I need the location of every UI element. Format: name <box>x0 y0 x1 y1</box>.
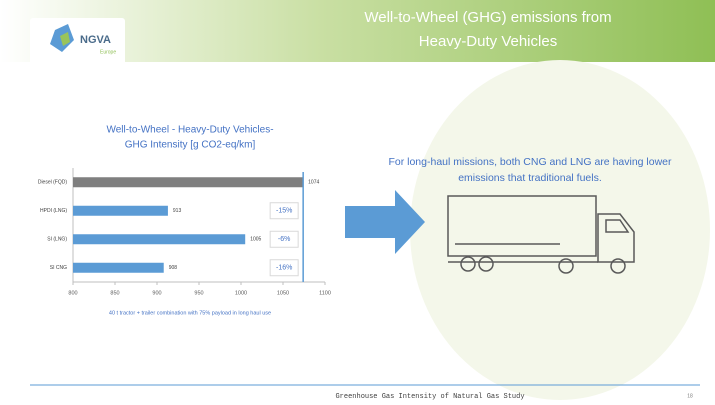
value-label: 913 <box>173 208 182 214</box>
annotation-box <box>269 259 299 277</box>
message: emissions that traditional fuels. <box>458 172 602 184</box>
slide-title: Heavy-Duty Vehicles <box>419 33 557 50</box>
y-tick-label: SI (LNG) <box>47 237 67 243</box>
background-swoosh <box>410 60 710 400</box>
y-tick-label: HPDI (LNG) <box>40 208 67 214</box>
logo-text: NGVA <box>80 34 111 46</box>
y-tick-label: Diesel (FQD) <box>38 180 68 186</box>
x-tick-label: 950 <box>194 290 203 296</box>
chart-note: 40 t tractor + trailer combination with … <box>109 310 271 316</box>
value-label: 1005 <box>250 237 261 243</box>
chart-title: GHG Intensity [g CO2-eq/km] <box>125 140 256 151</box>
x-tick-label: 850 <box>110 290 119 296</box>
x-tick-label: 1000 <box>235 290 247 296</box>
bar <box>73 205 168 216</box>
bar <box>73 234 246 245</box>
footer: Greenhouse Gas Intensity of Natural Gas … <box>335 393 524 401</box>
slide-title: Well-to-Wheel (GHG) emissions from <box>364 9 611 26</box>
value-label: 908 <box>169 265 178 271</box>
annotation: -16% <box>276 265 292 272</box>
logo-subtext: Europe <box>100 49 116 55</box>
logo-mark-inner <box>60 32 70 46</box>
value-label: 1074 <box>308 180 319 186</box>
page-number: 18 <box>687 393 693 399</box>
y-tick-label: SI CNG <box>50 265 67 271</box>
bar <box>73 262 164 273</box>
annotation: -15% <box>276 208 292 215</box>
x-tick-label: 800 <box>68 290 77 296</box>
logo-box <box>30 18 125 66</box>
x-tick-label: 900 <box>152 290 161 296</box>
annotation-box <box>269 202 299 220</box>
arrow <box>345 190 425 254</box>
truck-icon <box>447 195 635 274</box>
message: For long-haul missions, both CNG and LNG… <box>388 156 672 168</box>
x-tick-label: 1050 <box>277 290 289 296</box>
bar <box>73 177 304 188</box>
chart-title: Well-to-Wheel - Heavy-Duty Vehicles- <box>106 125 273 136</box>
annotation-box <box>269 230 299 248</box>
x-tick-label: 1100 <box>319 290 331 296</box>
annotation: -6% <box>278 236 290 243</box>
